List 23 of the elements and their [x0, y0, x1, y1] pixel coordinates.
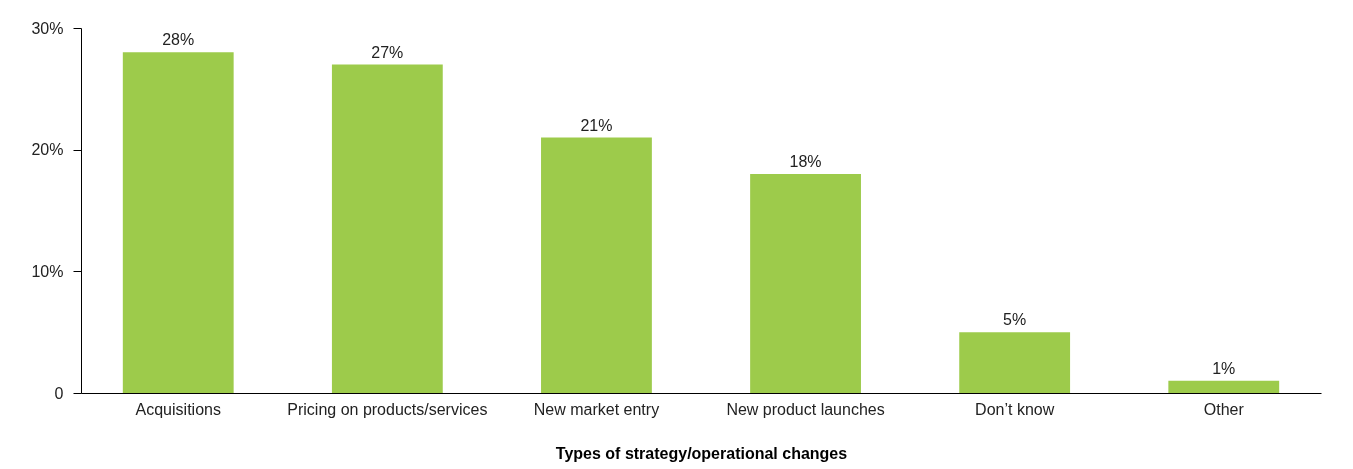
data-label: 18%	[789, 153, 822, 170]
x-tick-label: Don’t know	[975, 400, 1055, 418]
data-label: 1%	[1212, 359, 1236, 377]
x-tick-label: New product launches	[726, 400, 885, 418]
y-tick-label: 10%	[31, 262, 64, 280]
data-label: 5%	[1003, 311, 1027, 329]
x-tick-label: Pricing on products/services	[287, 400, 488, 418]
bar	[541, 137, 652, 393]
x-axis-title: Types of strategy/operational changes	[555, 444, 848, 462]
x-tick-label: New market entry	[533, 400, 660, 418]
data-label: 27%	[371, 43, 404, 61]
y-tick-label: 30%	[31, 19, 64, 37]
bar	[959, 332, 1071, 393]
x-tick-label: Other	[1203, 400, 1245, 418]
bar	[331, 64, 443, 393]
bar	[1168, 380, 1280, 393]
bar	[122, 52, 234, 393]
data-label: 28%	[162, 31, 195, 49]
data-label: 21%	[580, 116, 613, 134]
bar	[750, 174, 861, 393]
y-tick-label: 20%	[31, 141, 64, 159]
y-tick-label: 0	[54, 384, 64, 402]
x-tick-label: Acquisitions	[135, 400, 221, 418]
